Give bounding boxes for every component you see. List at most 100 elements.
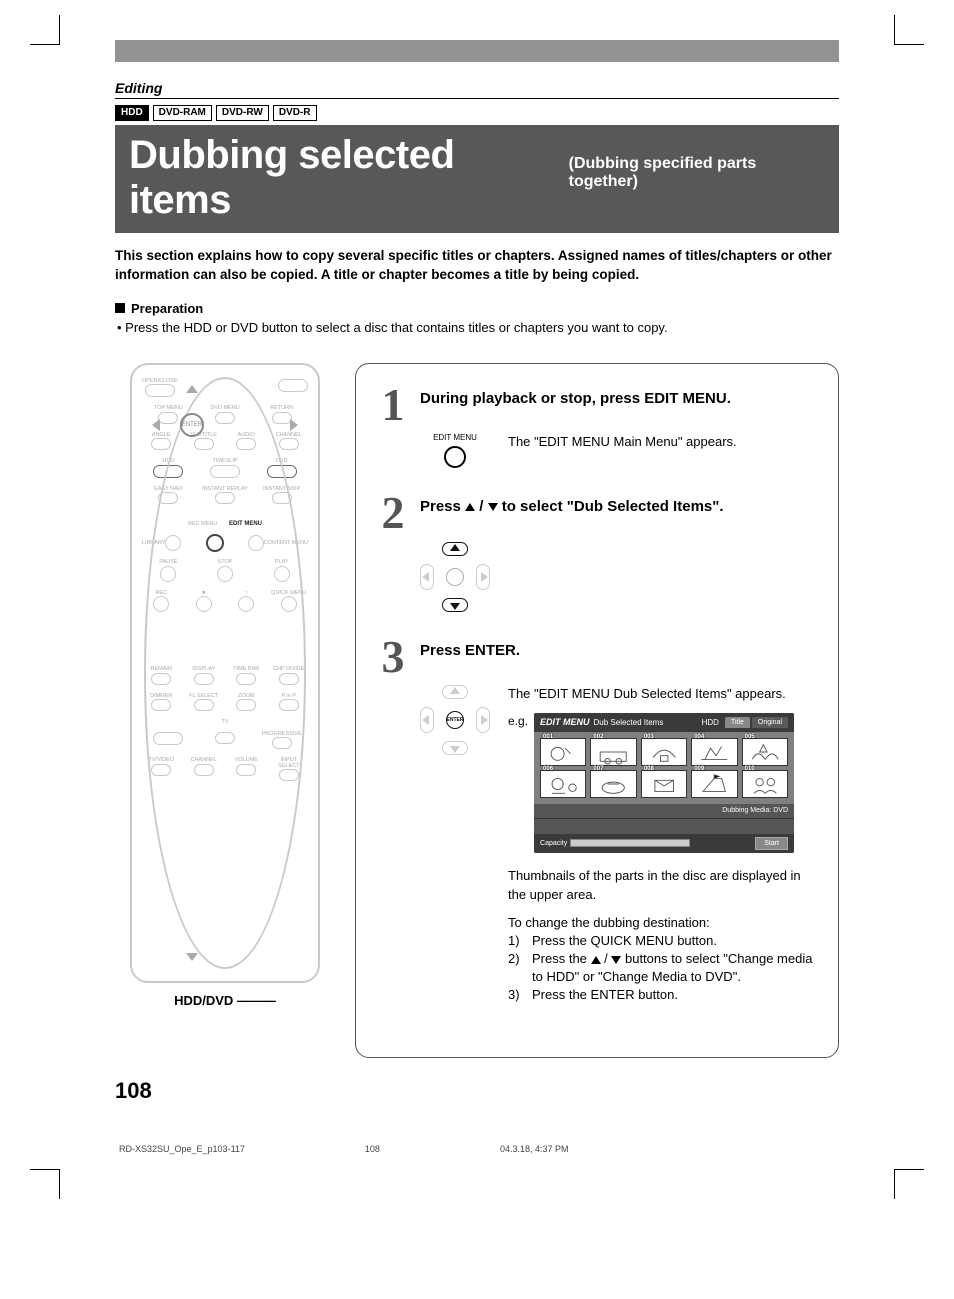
page-number: 108 — [115, 1078, 839, 1104]
arrow-down-icon — [450, 603, 460, 610]
arrow-up-icon — [450, 687, 460, 694]
ss-thumb: 002 — [590, 738, 636, 766]
edit-menu-icon-label: EDIT MENU — [420, 433, 490, 442]
footer-datetime: 04.3.18, 4:37 PM — [500, 1144, 569, 1154]
intro-text: This section explains how to copy severa… — [115, 247, 839, 285]
remote-label-topmenu: TOP MENU — [154, 406, 183, 412]
ss-thumb: 001 — [540, 738, 586, 766]
dpad-right-icon — [290, 419, 298, 431]
triangle-down-icon — [611, 956, 621, 964]
ss-tab-original: Original — [752, 717, 788, 729]
ss-thumb: 006 — [540, 770, 586, 798]
step-3-body: The "EDIT MENU Dub Selected Items" appea… — [508, 685, 818, 703]
dpad-down-icon — [186, 953, 198, 961]
ss-start-button: Start — [755, 837, 788, 851]
step-number: 1 — [376, 384, 410, 425]
mini-dpad-center — [446, 568, 464, 586]
step-3-after: Thumbnails of the parts in the disc are … — [508, 867, 818, 903]
ss-capacity-bar — [570, 839, 690, 847]
crop-mark-bl — [30, 1169, 60, 1199]
ss-title: Dub Selected Items — [594, 717, 664, 728]
ss-thumbnails: 001 002 003 004 005 006 007 008 009 — [534, 732, 794, 804]
ss-tab-title: Title — [725, 717, 750, 729]
dest-item-2: 2) Press the / buttons to select "Change… — [508, 950, 818, 986]
open-close-button[interactable] — [145, 384, 175, 397]
media-badges: HDD DVD-RAM DVD-RW DVD-R — [115, 105, 839, 121]
ss-thumb: 008 — [641, 770, 687, 798]
mini-dpad-updown — [420, 542, 490, 612]
ss-thumb: 007 — [590, 770, 636, 798]
dest-intro: To change the dubbing destination: — [508, 914, 818, 932]
section-label: Editing — [115, 80, 839, 99]
title-main: Dubbing selected items — [129, 133, 559, 223]
step-1-body: The "EDIT MENU Main Menu" appears. — [508, 433, 818, 451]
edit-menu-circle-icon — [444, 446, 466, 468]
dest-item-3: 3) Press the ENTER button. — [508, 986, 818, 1004]
preparation-heading-text: Preparation — [131, 301, 203, 316]
edit-menu-screenshot: EDIT MENU Dub Selected Items HDD Title O… — [534, 713, 794, 853]
arrow-right-icon — [481, 715, 488, 725]
step-number: 3 — [376, 636, 410, 677]
top-menu-button[interactable] — [158, 412, 178, 424]
title-sub: (Dubbing specified parts together) — [569, 155, 825, 191]
square-bullet-icon — [115, 303, 125, 313]
ss-thumb: 004 — [691, 738, 737, 766]
mini-dpad-enter-center: ENTER — [446, 711, 464, 729]
preparation-bullet-text: Press the HDD or DVD button to select a … — [125, 320, 667, 335]
ss-capacity-label: Capacity — [540, 839, 567, 849]
angle-button[interactable] — [151, 438, 171, 450]
step-3: 3 Press ENTER. — [376, 636, 818, 1005]
footer-page: 108 — [365, 1144, 380, 1154]
triangle-up-icon — [465, 503, 475, 511]
step-2: 2 Press / to select "Dub Selected Items"… — [376, 492, 818, 611]
arrow-left-icon — [422, 715, 429, 725]
return-button[interactable] — [272, 412, 292, 424]
ss-hdd-badge: HDD — [702, 717, 719, 728]
badge-dvdr: DVD-R — [273, 105, 317, 121]
arrow-down-icon — [450, 746, 460, 753]
badge-dvdrw: DVD-RW — [216, 105, 269, 121]
title-banner: Dubbing selected items (Dubbing specifie… — [115, 125, 839, 233]
crop-mark-tr — [894, 15, 924, 45]
ss-thumb: 010 — [742, 770, 788, 798]
eg-label: e.g. — [508, 713, 528, 730]
step-number: 2 — [376, 492, 410, 533]
header-bar — [115, 40, 839, 62]
remote-callout-label: HDD/DVD ——— — [115, 993, 335, 1008]
enter-button[interactable]: ENTER — [180, 413, 204, 437]
ss-drop-area — [534, 818, 794, 834]
arrow-right-icon — [481, 572, 488, 582]
badge-dvdram: DVD-RAM — [153, 105, 212, 121]
ss-edit-logo: EDIT MENU — [540, 716, 590, 729]
preparation-bullet: • Press the HDD or DVD button to select … — [117, 320, 839, 335]
crop-mark-tl — [30, 15, 60, 45]
dpad-left-icon — [152, 419, 160, 431]
step-3-title: Press ENTER. — [420, 642, 818, 659]
edit-menu-icon-box: EDIT MENU — [420, 433, 490, 468]
dpad-up-icon — [186, 385, 198, 393]
power-button[interactable] — [278, 379, 308, 392]
preparation-heading: Preparation — [115, 301, 839, 316]
remote-label-return: RETURN — [270, 406, 293, 412]
remote-control: OPEN/CLOSE TOP MENU DVD MENU RETURN ANGL… — [130, 363, 320, 983]
triangle-down-icon — [488, 503, 498, 511]
step-1-title: During playback or stop, press EDIT MENU… — [420, 390, 818, 407]
ss-thumb: 003 — [641, 738, 687, 766]
triangle-up-icon — [591, 956, 601, 964]
step-1: 1 During playback or stop, press EDIT ME… — [376, 384, 818, 468]
step-2-title: Press / to select "Dub Selected Items". — [420, 498, 818, 515]
footer-file: RD-XS32SU_Ope_E_p103-117 — [119, 1144, 245, 1154]
footer-meta: RD-XS32SU_Ope_E_p103-117 108 04.3.18, 4:… — [115, 1144, 839, 1154]
ss-media-row: Dubbing Media: DVD — [534, 804, 794, 818]
ss-thumb: 009 — [691, 770, 737, 798]
badge-hdd: HDD — [115, 105, 149, 121]
crop-mark-br — [894, 1169, 924, 1199]
arrow-left-icon — [422, 572, 429, 582]
steps-panel: 1 During playback or stop, press EDIT ME… — [355, 363, 839, 1058]
dest-item-1: 1) Press the QUICK MENU button. — [508, 932, 818, 950]
remote-column: OPEN/CLOSE TOP MENU DVD MENU RETURN ANGL… — [115, 363, 335, 1008]
mini-dpad-enter: ENTER — [420, 685, 490, 755]
arrow-up-icon — [450, 544, 460, 551]
channel-button[interactable] — [279, 438, 299, 450]
ss-thumb: 005 — [742, 738, 788, 766]
